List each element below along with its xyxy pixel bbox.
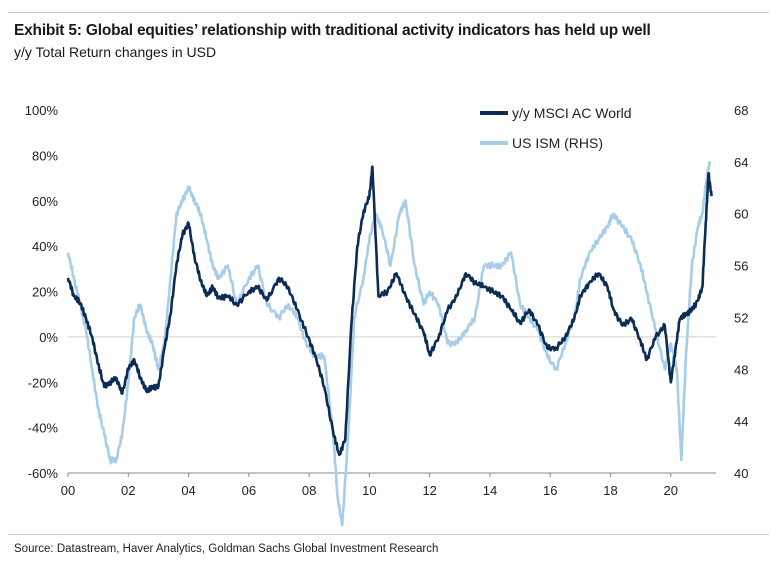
y-left-tick-label: 20% <box>32 285 58 300</box>
y-left-tick-label: 40% <box>32 239 58 254</box>
y-left-tick-label: -60% <box>28 466 59 481</box>
bottom-divider <box>8 534 769 535</box>
y-right-tick-label: 68 <box>734 103 748 118</box>
x-tick-label: 14 <box>483 483 497 498</box>
x-tick-label: 00 <box>61 483 75 498</box>
legend-label-ism: US ISM (RHS) <box>512 135 603 151</box>
y-right-tick-label: 44 <box>734 414 748 429</box>
y-left-tick-label: 100% <box>25 103 59 118</box>
series-line-us-ism <box>66 161 712 527</box>
y-right-tick-label: 56 <box>734 259 748 274</box>
legend-label-msci: y/y MSCI AC World <box>512 105 632 121</box>
source-note: Source: Datastream, Haver Analytics, Gol… <box>14 543 439 555</box>
x-tick-label: 18 <box>603 483 617 498</box>
series-line-msci-ac-world <box>66 165 713 457</box>
x-tick-label: 16 <box>543 483 557 498</box>
y-left-tick-label: 80% <box>32 148 58 163</box>
y-left-tick-label: 60% <box>32 194 58 209</box>
y-left-tick-label: -20% <box>28 375 59 390</box>
x-tick-label: 20 <box>664 483 678 498</box>
y-right-tick-label: 48 <box>734 362 748 377</box>
y-right-tick-label: 40 <box>734 466 748 481</box>
chart-subtitle: y/y Total Return changes in USD <box>14 44 217 60</box>
y-left-tick-label: -40% <box>28 421 59 436</box>
chart-title: Exhibit 5: Global equities’ relationship… <box>14 22 651 39</box>
y-right-tick-label: 60 <box>734 207 748 222</box>
top-divider <box>8 12 769 13</box>
x-tick-label: 08 <box>302 483 316 498</box>
x-tick-label: 02 <box>121 483 135 498</box>
y-left-tick-label: 0% <box>39 330 58 345</box>
x-tick-label: 10 <box>362 483 376 498</box>
y-right-tick-label: 64 <box>734 155 748 170</box>
x-tick-label: 06 <box>242 483 256 498</box>
x-tick-label: 12 <box>422 483 436 498</box>
x-tick-label: 04 <box>181 483 195 498</box>
y-right-tick-label: 52 <box>734 310 748 325</box>
